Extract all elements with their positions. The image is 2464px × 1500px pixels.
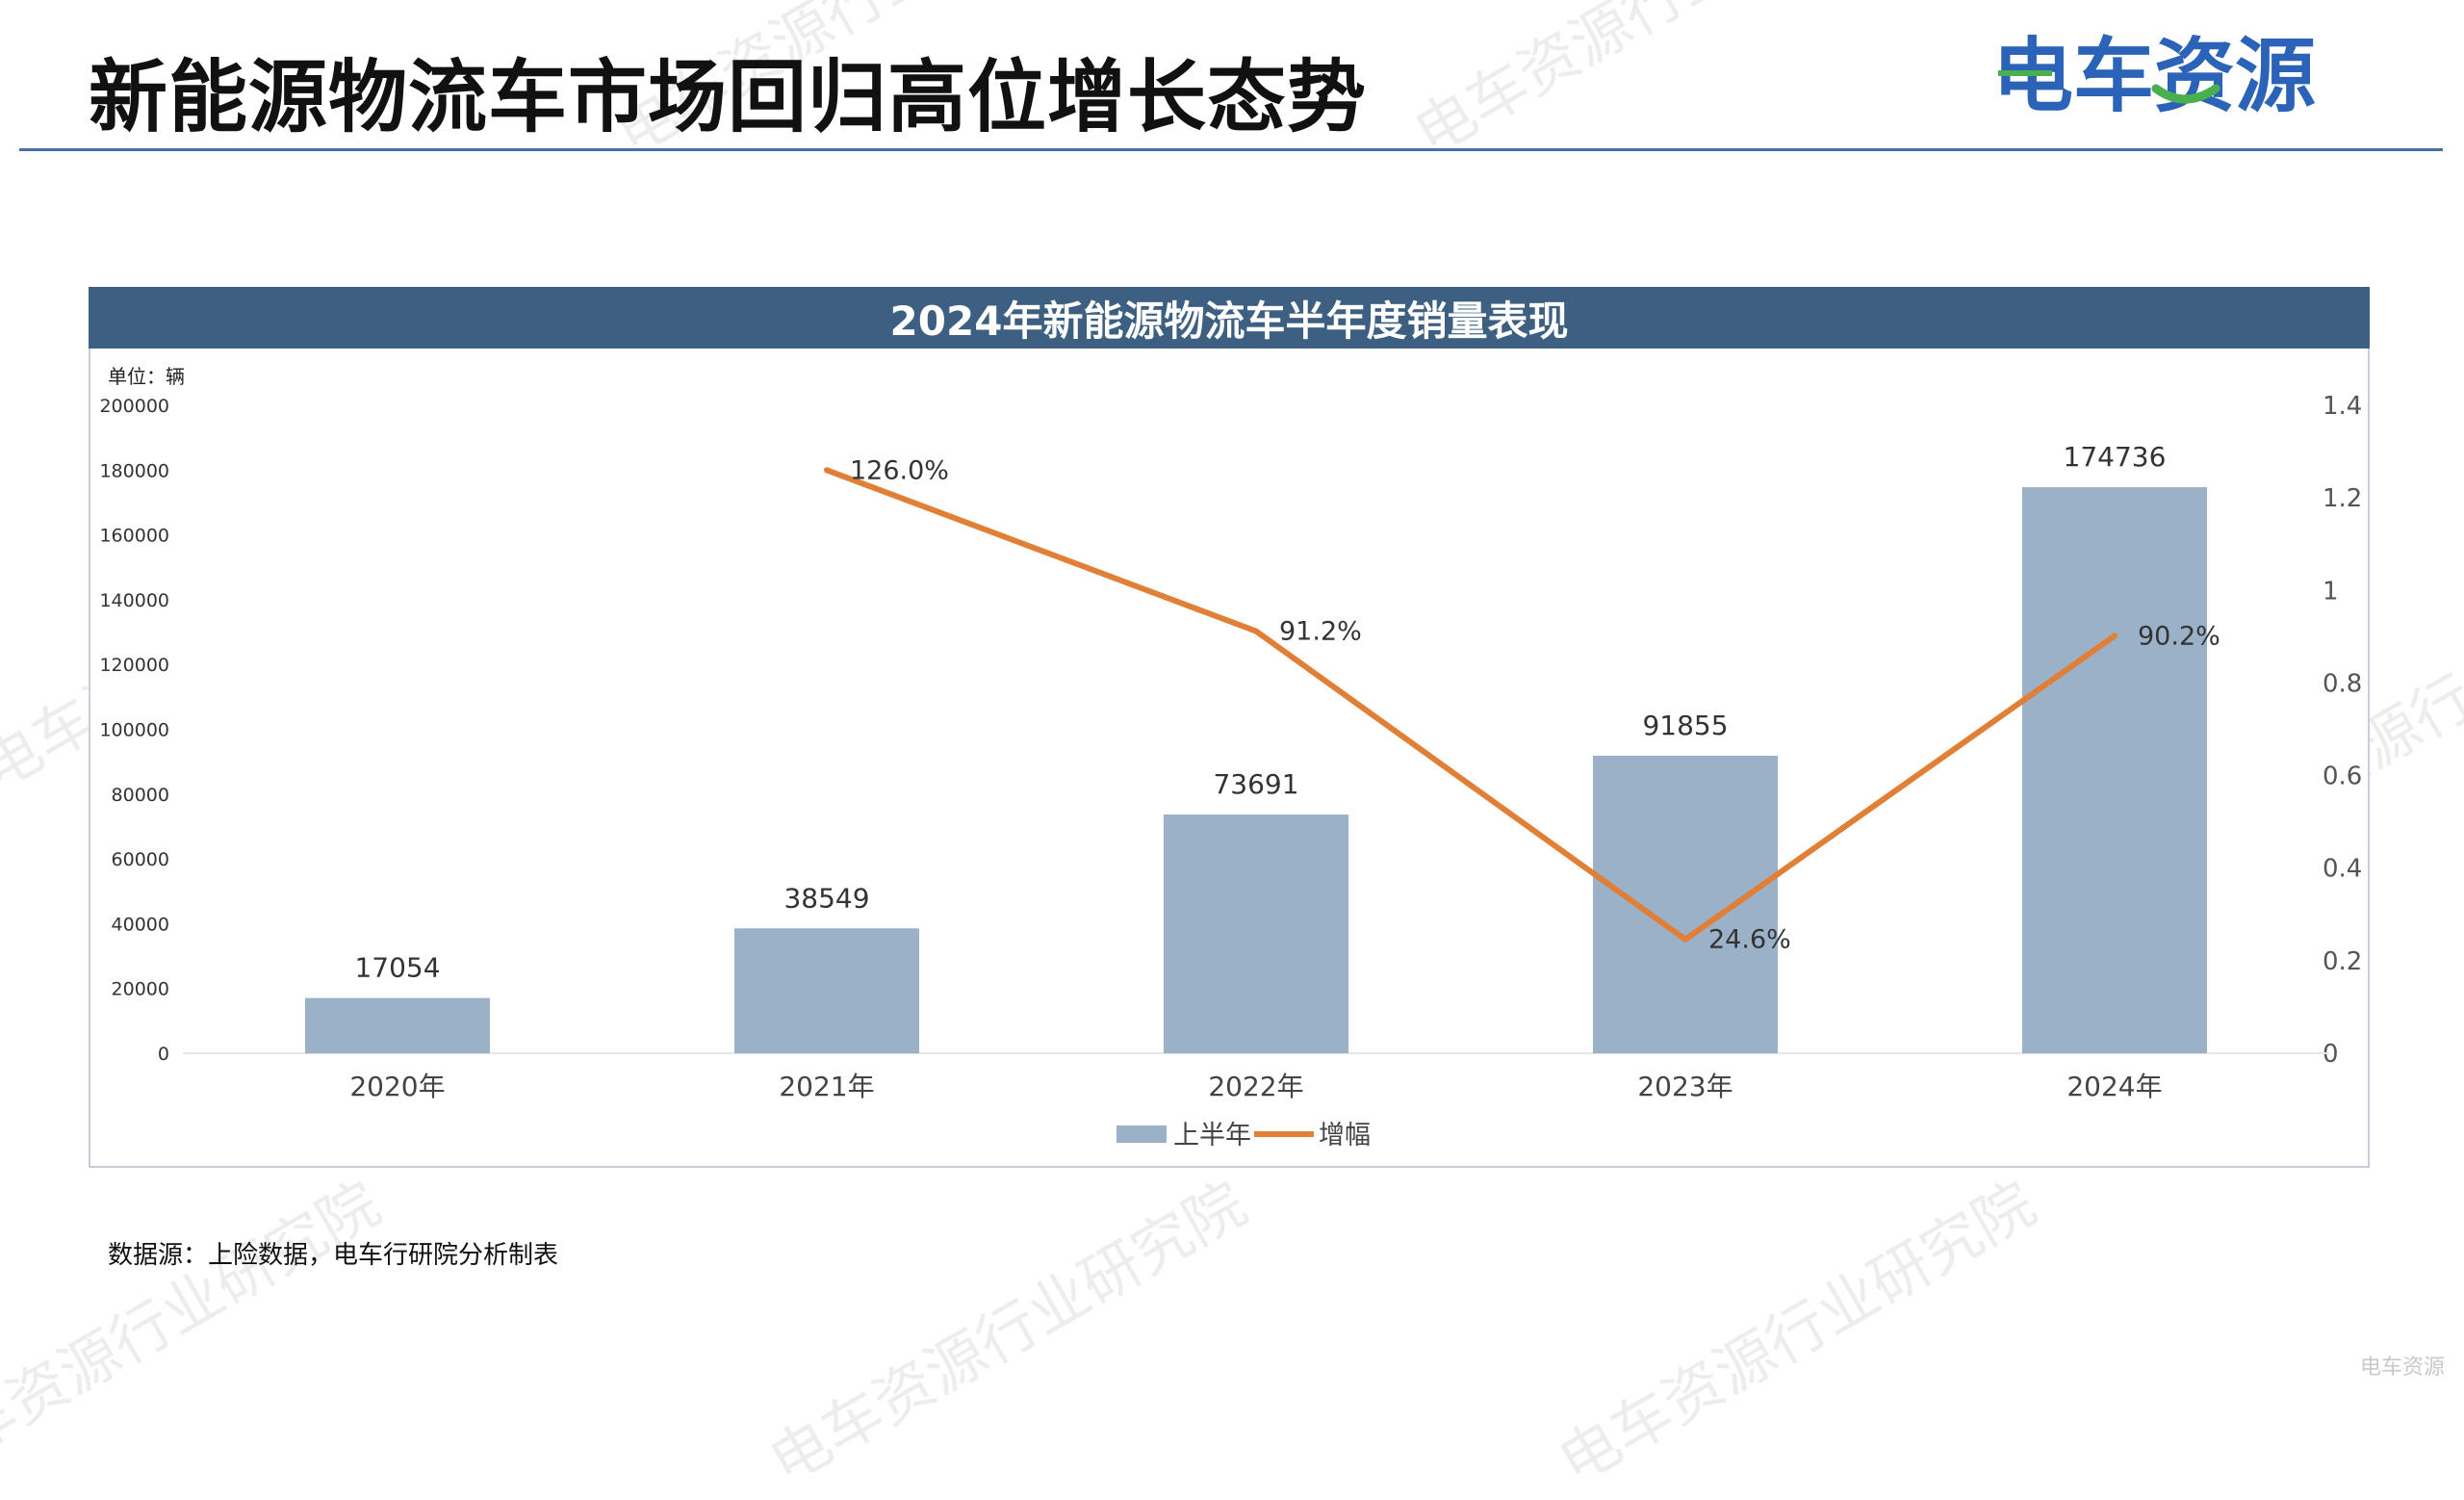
combo-chart: 单位：辆 0 20000 40000 60000 80000 100000 120000 140… (99, 365, 2362, 1151)
page-title: 新能源物流车市场回归高位增长态势 (89, 52, 1368, 143)
y-right-tick-label: 1.4 (2323, 392, 2362, 421)
growth-data-label: 24.6% (1708, 925, 1791, 955)
header-divider (19, 148, 2443, 151)
x-tick-label: 2022年 (1208, 1071, 1303, 1102)
corner-watermark: 电车资源 (2359, 1356, 2445, 1380)
source-note: 数据源：上险数据，电车行研院分析制表 (108, 1241, 559, 1270)
y-left-tick-label: 0 (158, 1044, 169, 1065)
y-right-tick-label: 0.6 (2323, 763, 2362, 791)
unit-label: 单位：辆 (108, 365, 185, 388)
y-left-tick-label: 60000 (112, 849, 169, 870)
bar-data-label: 17054 (354, 952, 440, 984)
growth-data-label: 91.2% (1279, 617, 1362, 647)
growth-data-label: 90.2% (2138, 621, 2220, 651)
y-left-tick-label: 40000 (112, 914, 169, 935)
bar (1164, 815, 1348, 1053)
y-left-tick-label: 180000 (99, 460, 169, 481)
bar (305, 997, 490, 1053)
y-left-tick-label: 160000 (99, 526, 169, 547)
growth-point (1682, 936, 1688, 943)
legend-label-line: 增幅 (1319, 1121, 1371, 1151)
brand-logo: 电车资源 (1992, 29, 2316, 123)
y-left-tick-label: 120000 (99, 655, 169, 676)
growth-data-label: 126.0% (850, 455, 949, 485)
y-right-tick-label: 1.2 (2323, 484, 2362, 513)
y-right-tick-label: 0.8 (2323, 669, 2362, 698)
growth-point (2112, 633, 2118, 639)
y-left-tick-label: 80000 (112, 785, 169, 806)
bar-data-label: 73691 (1213, 768, 1298, 800)
growth-point (824, 467, 830, 474)
y-right-tick-label: 0 (2323, 1040, 2339, 1069)
y-left-tick-label: 20000 (112, 979, 169, 1000)
y-right-tick-label: 0.2 (2323, 947, 2362, 976)
chart-title: 2024年新能源物流车半年度销量表现 (89, 287, 2370, 349)
x-tick-label: 2021年 (779, 1071, 874, 1102)
bar (2022, 487, 2207, 1053)
legend-swatch-bar (1116, 1125, 1167, 1143)
x-tick-label: 2024年 (2066, 1071, 2162, 1102)
y-left-tick-label: 200000 (99, 396, 169, 417)
bar-data-label: 91855 (1642, 710, 1728, 741)
x-tick-label: 2023年 (1637, 1071, 1732, 1102)
legend-label-bar: 上半年 (1173, 1121, 1251, 1151)
bar-data-label: 174736 (2064, 441, 2167, 473)
x-tick-label: 2020年 (349, 1071, 445, 1102)
y-left-tick-label: 140000 (99, 590, 169, 611)
bar (1593, 755, 1778, 1053)
bar-data-label: 38549 (783, 882, 869, 914)
y-left-tick-label: 100000 (99, 720, 169, 741)
y-right-tick-label: 0.4 (2323, 855, 2362, 884)
y-right-tick-label: 1 (2323, 577, 2339, 606)
growth-point (1253, 628, 1259, 634)
growth-line (825, 467, 2117, 943)
bar (734, 928, 919, 1053)
